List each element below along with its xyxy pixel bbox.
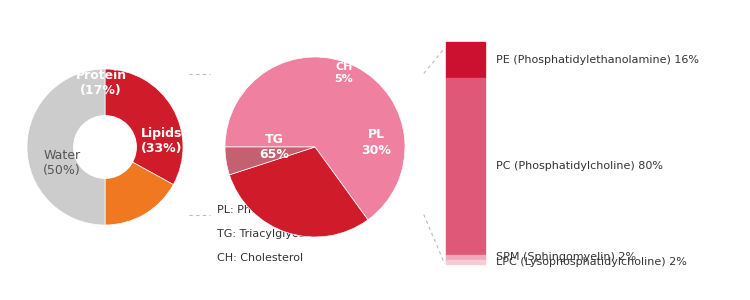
Wedge shape (105, 69, 183, 184)
Text: PL: Phospholipids: PL: Phospholipids (217, 205, 314, 215)
Wedge shape (105, 147, 173, 225)
Bar (446, 255, 485, 260)
Text: PE (Phosphatidylethanolamine) 16%: PE (Phosphatidylethanolamine) 16% (496, 55, 700, 65)
Wedge shape (230, 147, 368, 237)
Bar (446, 77, 485, 255)
Text: TG
65%: TG 65% (260, 133, 290, 161)
Text: SPM (Sphingomyelin) 2%: SPM (Sphingomyelin) 2% (496, 252, 637, 262)
Wedge shape (27, 69, 105, 225)
Bar (446, 260, 485, 264)
Wedge shape (225, 57, 405, 220)
Text: LPC (Lysophosphatidylcholine) 2%: LPC (Lysophosphatidylcholine) 2% (496, 257, 687, 267)
Circle shape (74, 116, 136, 178)
Text: CH
5%: CH 5% (334, 62, 353, 84)
Wedge shape (225, 147, 315, 175)
Bar (446, 42, 485, 77)
Text: PL
30%: PL 30% (362, 128, 392, 157)
Text: PC (Phosphatidylcholine) 80%: PC (Phosphatidylcholine) 80% (496, 161, 664, 171)
Text: Lipids
(33%): Lipids (33%) (140, 127, 182, 155)
Text: TG: Triacylglycerol: TG: Triacylglycerol (217, 229, 320, 239)
Text: Protein
(17%): Protein (17%) (76, 69, 127, 97)
Text: Water
(50%): Water (50%) (44, 148, 81, 177)
Text: CH: Cholesterol: CH: Cholesterol (217, 253, 304, 263)
